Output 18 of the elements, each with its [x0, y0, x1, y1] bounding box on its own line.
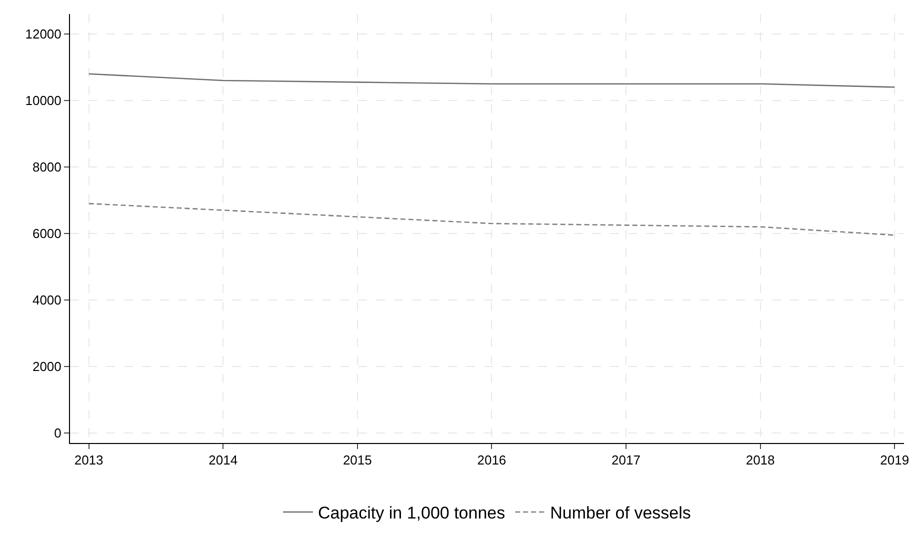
legend-label: Capacity in 1,000 tonnes: [318, 504, 506, 523]
y-tick-label: 8000: [32, 160, 62, 175]
y-tick-label: 6000: [32, 226, 62, 242]
y-tick-label: 2000: [32, 359, 62, 374]
y-tick-label: 12000: [25, 26, 62, 42]
x-tick-label: 2013: [74, 452, 104, 468]
x-tick-label: 2014: [208, 452, 238, 468]
x-tick-label: 2016: [477, 452, 506, 468]
x-tick-label: 2015: [342, 452, 372, 468]
line-series: [88, 73, 896, 88]
x-tick-label: 2019: [880, 452, 910, 468]
line-series: [88, 202, 896, 236]
y-tick-label: 0: [54, 426, 62, 441]
y-tick-label: 10000: [25, 93, 62, 108]
x-tick-label: 2017: [612, 452, 640, 468]
legend-label: Number of vessels: [550, 504, 691, 523]
x-tick-label: 2018: [746, 452, 775, 468]
y-tick-label: 4000: [32, 292, 62, 308]
